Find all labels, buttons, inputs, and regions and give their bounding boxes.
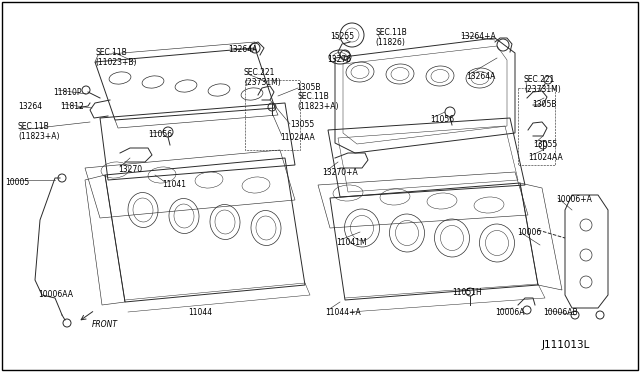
Text: 10006+A: 10006+A (556, 195, 592, 204)
Text: 10006AB: 10006AB (543, 308, 578, 317)
Text: 11812: 11812 (60, 102, 84, 111)
Text: 11041: 11041 (162, 180, 186, 189)
Text: 13270+A: 13270+A (322, 168, 358, 177)
Text: SEC.221
(23731M): SEC.221 (23731M) (524, 75, 561, 94)
Text: 13264A: 13264A (228, 45, 257, 54)
Text: 11041M: 11041M (336, 238, 367, 247)
Text: SEC.11B
(11023+B): SEC.11B (11023+B) (95, 48, 136, 67)
Text: 11044: 11044 (188, 308, 212, 317)
Text: SEC.221
(23731M): SEC.221 (23731M) (244, 68, 281, 87)
Text: 11810P: 11810P (53, 88, 81, 97)
Text: 11044+A: 11044+A (325, 308, 361, 317)
Text: 13055: 13055 (290, 120, 314, 129)
Text: 10006A: 10006A (495, 308, 525, 317)
Text: FRONT: FRONT (92, 320, 118, 329)
Text: SEC.11B
(11823+A): SEC.11B (11823+A) (297, 92, 339, 111)
Text: SEC.11B
(11823+A): SEC.11B (11823+A) (18, 122, 60, 141)
Text: 13264+A: 13264+A (460, 32, 496, 41)
Text: 10006AA: 10006AA (38, 290, 73, 299)
Text: 1305B: 1305B (532, 100, 557, 109)
Text: SEC.11B
(11826): SEC.11B (11826) (375, 28, 407, 47)
Text: J111013L: J111013L (541, 340, 590, 350)
Text: 11024AA: 11024AA (280, 133, 315, 142)
Text: 11056: 11056 (430, 115, 454, 124)
Text: 13264A: 13264A (466, 72, 495, 81)
Text: 10005: 10005 (5, 178, 29, 187)
Text: 13264: 13264 (18, 102, 42, 111)
Text: 13270: 13270 (118, 165, 142, 174)
Text: 11056: 11056 (148, 130, 172, 139)
Text: 11024AA: 11024AA (528, 153, 563, 162)
Text: 1305B: 1305B (296, 83, 321, 92)
Text: 15255: 15255 (330, 32, 354, 41)
Text: 10006: 10006 (517, 228, 541, 237)
Text: 13276: 13276 (327, 55, 351, 64)
Text: 13055: 13055 (533, 140, 557, 149)
Text: 11051H: 11051H (452, 288, 482, 297)
